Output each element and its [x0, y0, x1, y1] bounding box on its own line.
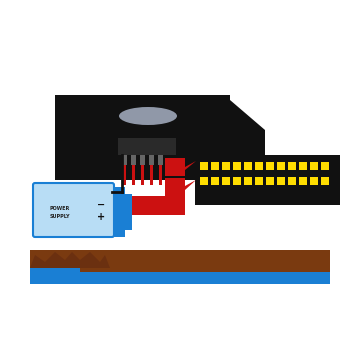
- Bar: [122, 155, 127, 165]
- Bar: [30, 250, 330, 272]
- Bar: [123, 165, 126, 185]
- Bar: [131, 155, 136, 165]
- Bar: [132, 165, 135, 185]
- Bar: [299, 162, 307, 170]
- Text: SUPPLY: SUPPLY: [50, 214, 71, 219]
- Polygon shape: [30, 252, 110, 268]
- Bar: [321, 177, 329, 185]
- Bar: [200, 177, 208, 185]
- Bar: [140, 155, 145, 165]
- Bar: [244, 162, 252, 170]
- Bar: [222, 162, 230, 170]
- Polygon shape: [165, 158, 196, 176]
- Bar: [150, 165, 153, 185]
- Bar: [200, 162, 208, 170]
- FancyBboxPatch shape: [33, 183, 114, 237]
- Bar: [299, 177, 307, 185]
- Bar: [233, 177, 241, 185]
- Polygon shape: [30, 268, 80, 280]
- Bar: [211, 177, 219, 185]
- Bar: [288, 162, 296, 170]
- Bar: [310, 177, 318, 185]
- Text: POWER: POWER: [50, 206, 70, 211]
- Bar: [255, 162, 263, 170]
- Polygon shape: [55, 95, 265, 180]
- Bar: [30, 272, 330, 284]
- Bar: [277, 177, 285, 185]
- Text: +: +: [97, 212, 105, 222]
- Text: −: −: [97, 200, 105, 210]
- Bar: [255, 177, 263, 185]
- Bar: [222, 177, 230, 185]
- Bar: [266, 177, 274, 185]
- Bar: [118, 138, 176, 155]
- Bar: [244, 177, 252, 185]
- Ellipse shape: [119, 107, 177, 125]
- Bar: [233, 162, 241, 170]
- Polygon shape: [127, 196, 185, 215]
- Bar: [195, 155, 340, 205]
- Polygon shape: [107, 187, 132, 237]
- Bar: [158, 155, 163, 165]
- Bar: [277, 162, 285, 170]
- Bar: [321, 162, 329, 170]
- Bar: [159, 165, 162, 185]
- Bar: [310, 162, 318, 170]
- Bar: [266, 162, 274, 170]
- Bar: [211, 162, 219, 170]
- Polygon shape: [165, 178, 196, 196]
- Bar: [288, 177, 296, 185]
- Bar: [141, 165, 144, 185]
- Bar: [149, 155, 154, 165]
